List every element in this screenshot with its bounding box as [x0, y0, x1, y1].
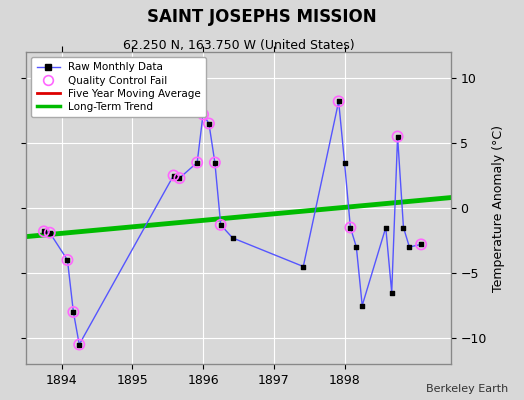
- Point: [75, 341, 83, 348]
- Point: [69, 309, 78, 315]
- Point: [388, 289, 396, 296]
- Point: [75, 341, 83, 348]
- Point: [399, 224, 408, 231]
- Point: [211, 159, 219, 166]
- Point: [394, 133, 402, 140]
- Point: [358, 302, 366, 309]
- Point: [340, 159, 348, 166]
- Point: [199, 111, 207, 118]
- Point: [199, 111, 207, 118]
- Point: [381, 224, 390, 231]
- Point: [169, 172, 178, 179]
- Legend: Raw Monthly Data, Quality Control Fail, Five Year Moving Average, Long-Term Tren: Raw Monthly Data, Quality Control Fail, …: [31, 57, 206, 117]
- Text: Berkeley Earth: Berkeley Earth: [426, 384, 508, 394]
- Point: [46, 230, 54, 236]
- Y-axis label: Temperature Anomaly (°C): Temperature Anomaly (°C): [492, 124, 505, 292]
- Point: [193, 159, 201, 166]
- Point: [205, 120, 213, 127]
- Point: [417, 241, 425, 248]
- Point: [216, 222, 225, 228]
- Point: [63, 257, 72, 263]
- Point: [346, 224, 355, 231]
- Point: [405, 244, 413, 250]
- Point: [334, 98, 343, 104]
- Point: [228, 235, 237, 241]
- Point: [299, 263, 308, 270]
- Point: [334, 98, 343, 104]
- Title: 62.250 N, 163.750 W (United States): 62.250 N, 163.750 W (United States): [123, 39, 354, 52]
- Point: [417, 241, 425, 248]
- Point: [211, 159, 219, 166]
- Point: [205, 120, 213, 127]
- Point: [46, 230, 54, 236]
- Point: [193, 159, 201, 166]
- Point: [352, 244, 361, 250]
- Point: [40, 228, 48, 234]
- Point: [69, 309, 78, 315]
- Text: SAINT JOSEPHS MISSION: SAINT JOSEPHS MISSION: [147, 8, 377, 26]
- Point: [176, 175, 184, 181]
- Point: [394, 133, 402, 140]
- Point: [216, 222, 225, 228]
- Point: [176, 175, 184, 181]
- Point: [40, 228, 48, 234]
- Point: [346, 224, 355, 231]
- Point: [63, 257, 72, 263]
- Point: [169, 172, 178, 179]
